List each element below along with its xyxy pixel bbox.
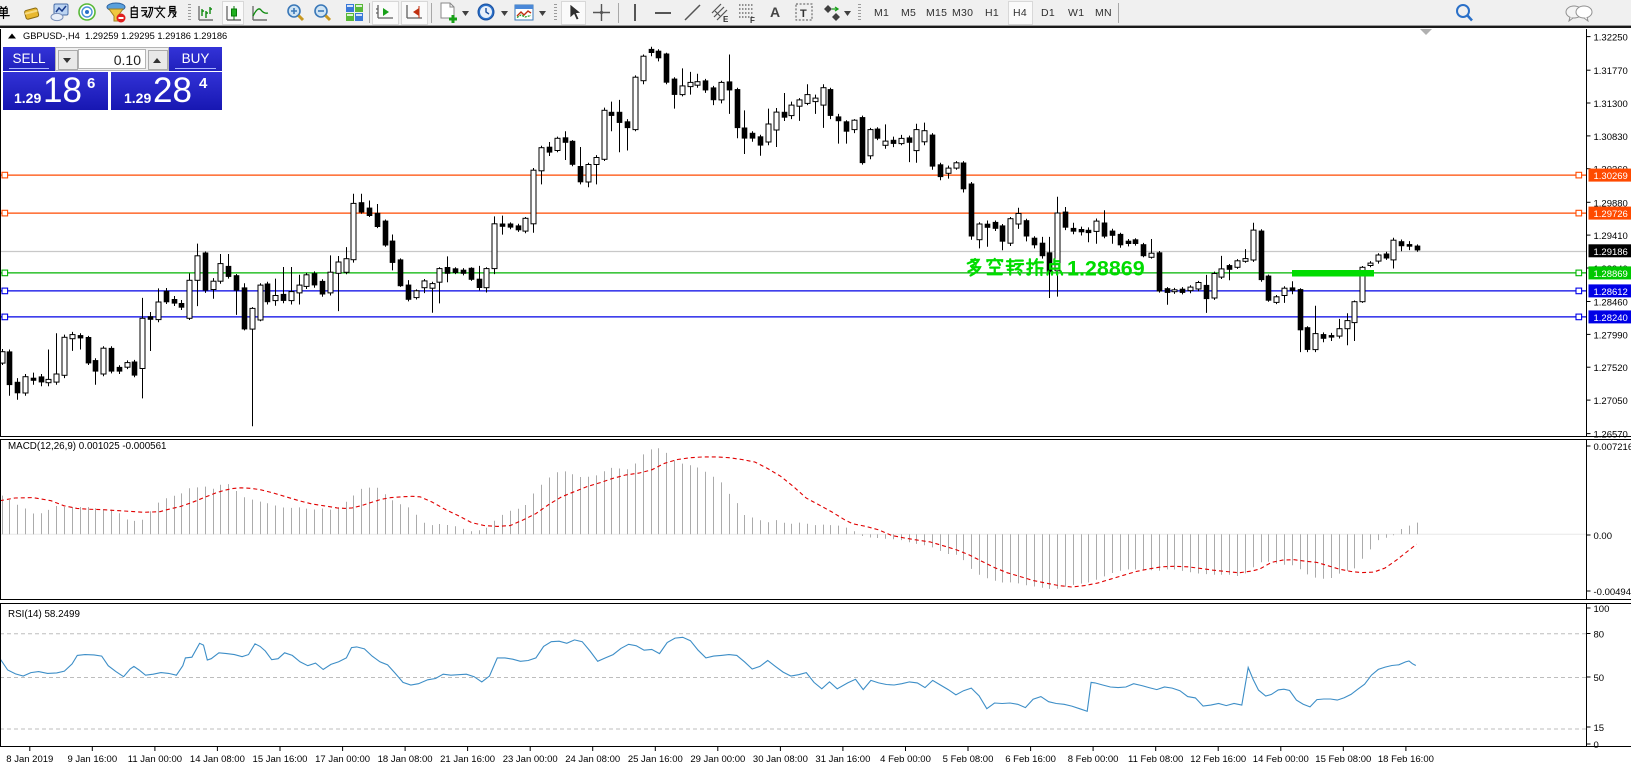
svg-text:14 Jan 08:00: 14 Jan 08:00 [190, 754, 245, 765]
svg-text:1.31770: 1.31770 [1594, 66, 1628, 77]
svg-text:0.00: 0.00 [1594, 531, 1613, 542]
svg-text:24 Jan 08:00: 24 Jan 08:00 [565, 754, 620, 765]
svg-text:6 Feb 16:00: 6 Feb 16:00 [1005, 754, 1056, 765]
svg-text:5 Feb 08:00: 5 Feb 08:00 [943, 754, 994, 765]
svg-text:1.29880: 1.29880 [1594, 198, 1628, 209]
svg-text:18 Feb 16:00: 18 Feb 16:00 [1378, 754, 1434, 765]
svg-text:31 Jan 16:00: 31 Jan 16:00 [815, 754, 870, 765]
svg-text:9 Jan 16:00: 9 Jan 16:00 [67, 754, 117, 765]
svg-text:1.28612: 1.28612 [1594, 287, 1628, 298]
svg-text:4 Feb 00:00: 4 Feb 00:00 [880, 754, 931, 765]
svg-text:100: 100 [1594, 604, 1610, 615]
svg-text:12 Feb 16:00: 12 Feb 16:00 [1190, 754, 1246, 765]
svg-text:18 Jan 08:00: 18 Jan 08:00 [378, 754, 433, 765]
svg-text:0.007216: 0.007216 [1594, 442, 1631, 453]
svg-text:1.29410: 1.29410 [1594, 231, 1628, 242]
svg-text:1.29726: 1.29726 [1594, 209, 1628, 220]
svg-text:8 Feb 00:00: 8 Feb 00:00 [1068, 754, 1119, 765]
svg-text:1.28460: 1.28460 [1594, 298, 1628, 309]
svg-text:15 Jan 16:00: 15 Jan 16:00 [253, 754, 308, 765]
svg-text:8 Jan 2019: 8 Jan 2019 [6, 754, 53, 765]
svg-text:1.27990: 1.27990 [1594, 330, 1628, 341]
svg-text:T: T [800, 8, 807, 20]
svg-text:1.28240: 1.28240 [1594, 313, 1628, 324]
svg-text:15 Feb 08:00: 15 Feb 08:00 [1315, 754, 1371, 765]
svg-text:1.27520: 1.27520 [1594, 363, 1628, 374]
svg-text:30 Jan 08:00: 30 Jan 08:00 [753, 754, 808, 765]
svg-text:1.29186: 1.29186 [1594, 247, 1628, 258]
svg-text:1.30830: 1.30830 [1594, 132, 1628, 143]
svg-text:50: 50 [1594, 673, 1605, 684]
svg-text:GBPUSD-,H4 1.29259 1.29295 1.: GBPUSD-,H4 1.29259 1.29295 1.29186 1.291… [23, 31, 227, 41]
svg-text:15: 15 [1594, 723, 1605, 734]
svg-text:11 Jan 00:00: 11 Jan 00:00 [128, 754, 182, 765]
svg-text:RSI(14) 58.2499: RSI(14) 58.2499 [8, 609, 80, 620]
svg-text:1.26570: 1.26570 [1594, 430, 1628, 441]
svg-text:80: 80 [1594, 630, 1605, 641]
svg-text:1.27050: 1.27050 [1594, 396, 1628, 407]
svg-text:1.28869: 1.28869 [1594, 269, 1628, 280]
svg-text:0: 0 [1594, 740, 1599, 751]
svg-text:E: E [723, 15, 729, 23]
svg-text:MACD(12,26,9) 0.001025 -0.0005: MACD(12,26,9) 0.001025 -0.000561 [8, 441, 167, 452]
svg-text:23 Jan 00:00: 23 Jan 00:00 [503, 754, 558, 765]
svg-text:1.28869: 1.28869 [1067, 257, 1145, 281]
svg-text:1.30269: 1.30269 [1594, 171, 1628, 182]
svg-text:29 Jan 00:00: 29 Jan 00:00 [690, 754, 745, 765]
svg-text:17 Jan 00:00: 17 Jan 00:00 [315, 754, 370, 765]
svg-text:14 Feb 00:00: 14 Feb 00:00 [1253, 754, 1309, 765]
svg-text:21 Jan 16:00: 21 Jan 16:00 [440, 754, 495, 765]
svg-text:1.31300: 1.31300 [1594, 99, 1628, 110]
svg-text:25 Jan 16:00: 25 Jan 16:00 [628, 754, 683, 765]
svg-text:1.32250: 1.32250 [1594, 33, 1628, 44]
svg-text:F: F [750, 16, 755, 23]
svg-text:11 Feb 08:00: 11 Feb 08:00 [1128, 754, 1183, 765]
svg-text:-0.004943: -0.004943 [1594, 587, 1631, 598]
